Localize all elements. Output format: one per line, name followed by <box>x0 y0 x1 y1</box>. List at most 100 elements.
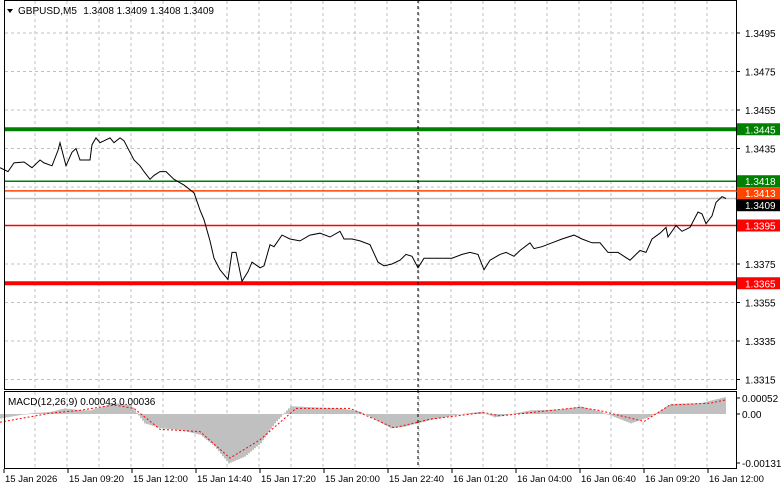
macd-histogram-bar <box>62 408 64 414</box>
macd-histogram-bar <box>226 414 228 461</box>
macd-histogram-bar <box>264 414 266 438</box>
macd-histogram-bar <box>118 403 120 414</box>
macd-histogram-bar <box>276 414 278 422</box>
level-label: 1.3413 <box>745 189 776 200</box>
time-axis[interactable]: 15 Jan 2026 15 Jan 09:20 15 Jan 12:00 15 Ja… <box>3 469 764 485</box>
macd-histogram-bar <box>412 414 414 425</box>
macd-histogram-bar <box>432 414 434 420</box>
macd-histogram-bar <box>616 414 618 418</box>
macd-histogram-bar <box>102 406 104 414</box>
macd-histogram-bar <box>308 407 310 414</box>
macd-histogram-bar <box>292 406 294 414</box>
macd-histogram-bar <box>222 414 224 457</box>
macd-histogram-bar <box>370 414 372 418</box>
macd-histogram-bar <box>718 398 720 414</box>
macd-histogram-bar <box>444 414 446 418</box>
macd-histogram-bar <box>40 412 42 414</box>
macd-histogram-bar <box>98 407 100 414</box>
macd-tick-label: -0.00131 <box>742 459 781 470</box>
time-label: 15 Jan 12:00 <box>133 474 188 485</box>
macd-histogram-bar <box>424 414 426 422</box>
time-label: 16 Jan 04:00 <box>517 474 572 485</box>
macd-histogram-bar <box>280 414 282 417</box>
level-label-background <box>737 219 780 232</box>
macd-histogram-bar <box>244 414 246 457</box>
macd-histogram-bar <box>694 403 696 414</box>
price-line <box>0 137 727 283</box>
triangle-down-icon[interactable] <box>7 9 13 13</box>
macd-histogram-bar <box>170 414 172 430</box>
macd-histogram-bar <box>448 414 450 417</box>
macd-histogram-bar <box>206 414 208 440</box>
macd-histogram-bar <box>272 414 274 427</box>
level-label: 1.3418 <box>745 177 776 188</box>
macd-histogram-bar <box>436 414 438 419</box>
macd-histogram-bar <box>508 414 510 415</box>
macd-histogram-bar <box>598 411 600 414</box>
macd-histogram-bar <box>80 410 82 414</box>
macd-histogram-bar <box>680 403 682 414</box>
macd-histogram-bar <box>36 412 38 414</box>
macd-histogram-bar <box>248 414 250 454</box>
macd-histogram-bar <box>642 414 644 420</box>
macd-histogram-bar <box>148 414 150 425</box>
macd-histogram-bar <box>192 414 194 433</box>
macd-histogram-bar <box>268 414 270 432</box>
macd-histogram-bar <box>396 414 398 428</box>
macd-histogram-bar <box>20 414 22 415</box>
price-tick-label: 1.3455 <box>745 106 776 117</box>
macd-histogram-bar <box>594 410 596 414</box>
macd-histogram-bar <box>96 408 98 414</box>
time-label: 16 Jan 06:40 <box>581 474 636 485</box>
macd-histogram-bar <box>560 409 562 414</box>
macd-histogram-bar <box>94 409 96 414</box>
macd-histogram-bar <box>494 414 496 418</box>
macd-histogram-bar <box>282 414 284 415</box>
macd-histogram-bar <box>670 403 672 414</box>
macd-histogram-bar <box>228 414 230 464</box>
macd-histogram-bar <box>218 414 220 452</box>
ohlc-label: 1.3408 1.3409 1.3408 1.3409 <box>83 6 214 17</box>
macd-histogram-bar <box>416 414 418 424</box>
macd-histogram-bar <box>168 414 170 429</box>
macd-histogram-bar <box>26 414 28 415</box>
price-axis[interactable]: 1.3495 1.3475 1.3455 1.3435 1.3375 1.3355 1.33… <box>736 29 776 387</box>
macd-panel <box>0 397 727 464</box>
macd-histogram-bar <box>28 413 30 415</box>
macd-histogram-bar <box>608 414 610 415</box>
macd-histogram-bar <box>716 399 718 414</box>
macd-histogram-bar <box>296 406 298 414</box>
macd-histogram-bar <box>32 413 34 414</box>
macd-histogram-bar <box>22 414 24 415</box>
macd-histogram-bar <box>318 407 320 414</box>
macd-histogram-bar <box>666 406 668 414</box>
macd-histogram-bar <box>460 414 462 415</box>
macd-histogram-bar <box>546 409 548 414</box>
macd-histogram-bar <box>722 397 724 414</box>
macd-histogram-bar <box>258 414 260 445</box>
macd-histogram-bar <box>362 412 364 414</box>
macd-histogram-bar <box>198 414 200 435</box>
macd-histogram-bar <box>110 404 112 414</box>
macd-histogram-bar <box>174 414 176 430</box>
macd-histogram-bar <box>8 414 10 418</box>
macd-histogram-bar <box>30 413 32 414</box>
macd-histogram-bar <box>518 412 520 414</box>
macd-histogram-bar <box>18 414 20 416</box>
macd-histogram-bar <box>586 408 588 414</box>
price-levels <box>5 127 736 286</box>
macd-histogram-bar <box>374 414 376 420</box>
macd-histogram-bar <box>522 411 524 414</box>
time-label: 15 Jan 20:00 <box>325 474 380 485</box>
price-tick-label: 1.3375 <box>745 260 776 271</box>
macd-histogram-bar <box>90 410 92 414</box>
time-label: 16 Jan 09:20 <box>645 474 700 485</box>
macd-histogram-bar <box>592 409 594 414</box>
macd-histogram-bar <box>352 410 354 414</box>
macd-histogram-bar <box>194 414 196 434</box>
macd-histogram-bar <box>502 414 504 416</box>
macd-histogram-bar <box>714 399 716 414</box>
macd-histogram-bar <box>208 414 210 442</box>
macd-histogram-bar <box>274 414 276 424</box>
